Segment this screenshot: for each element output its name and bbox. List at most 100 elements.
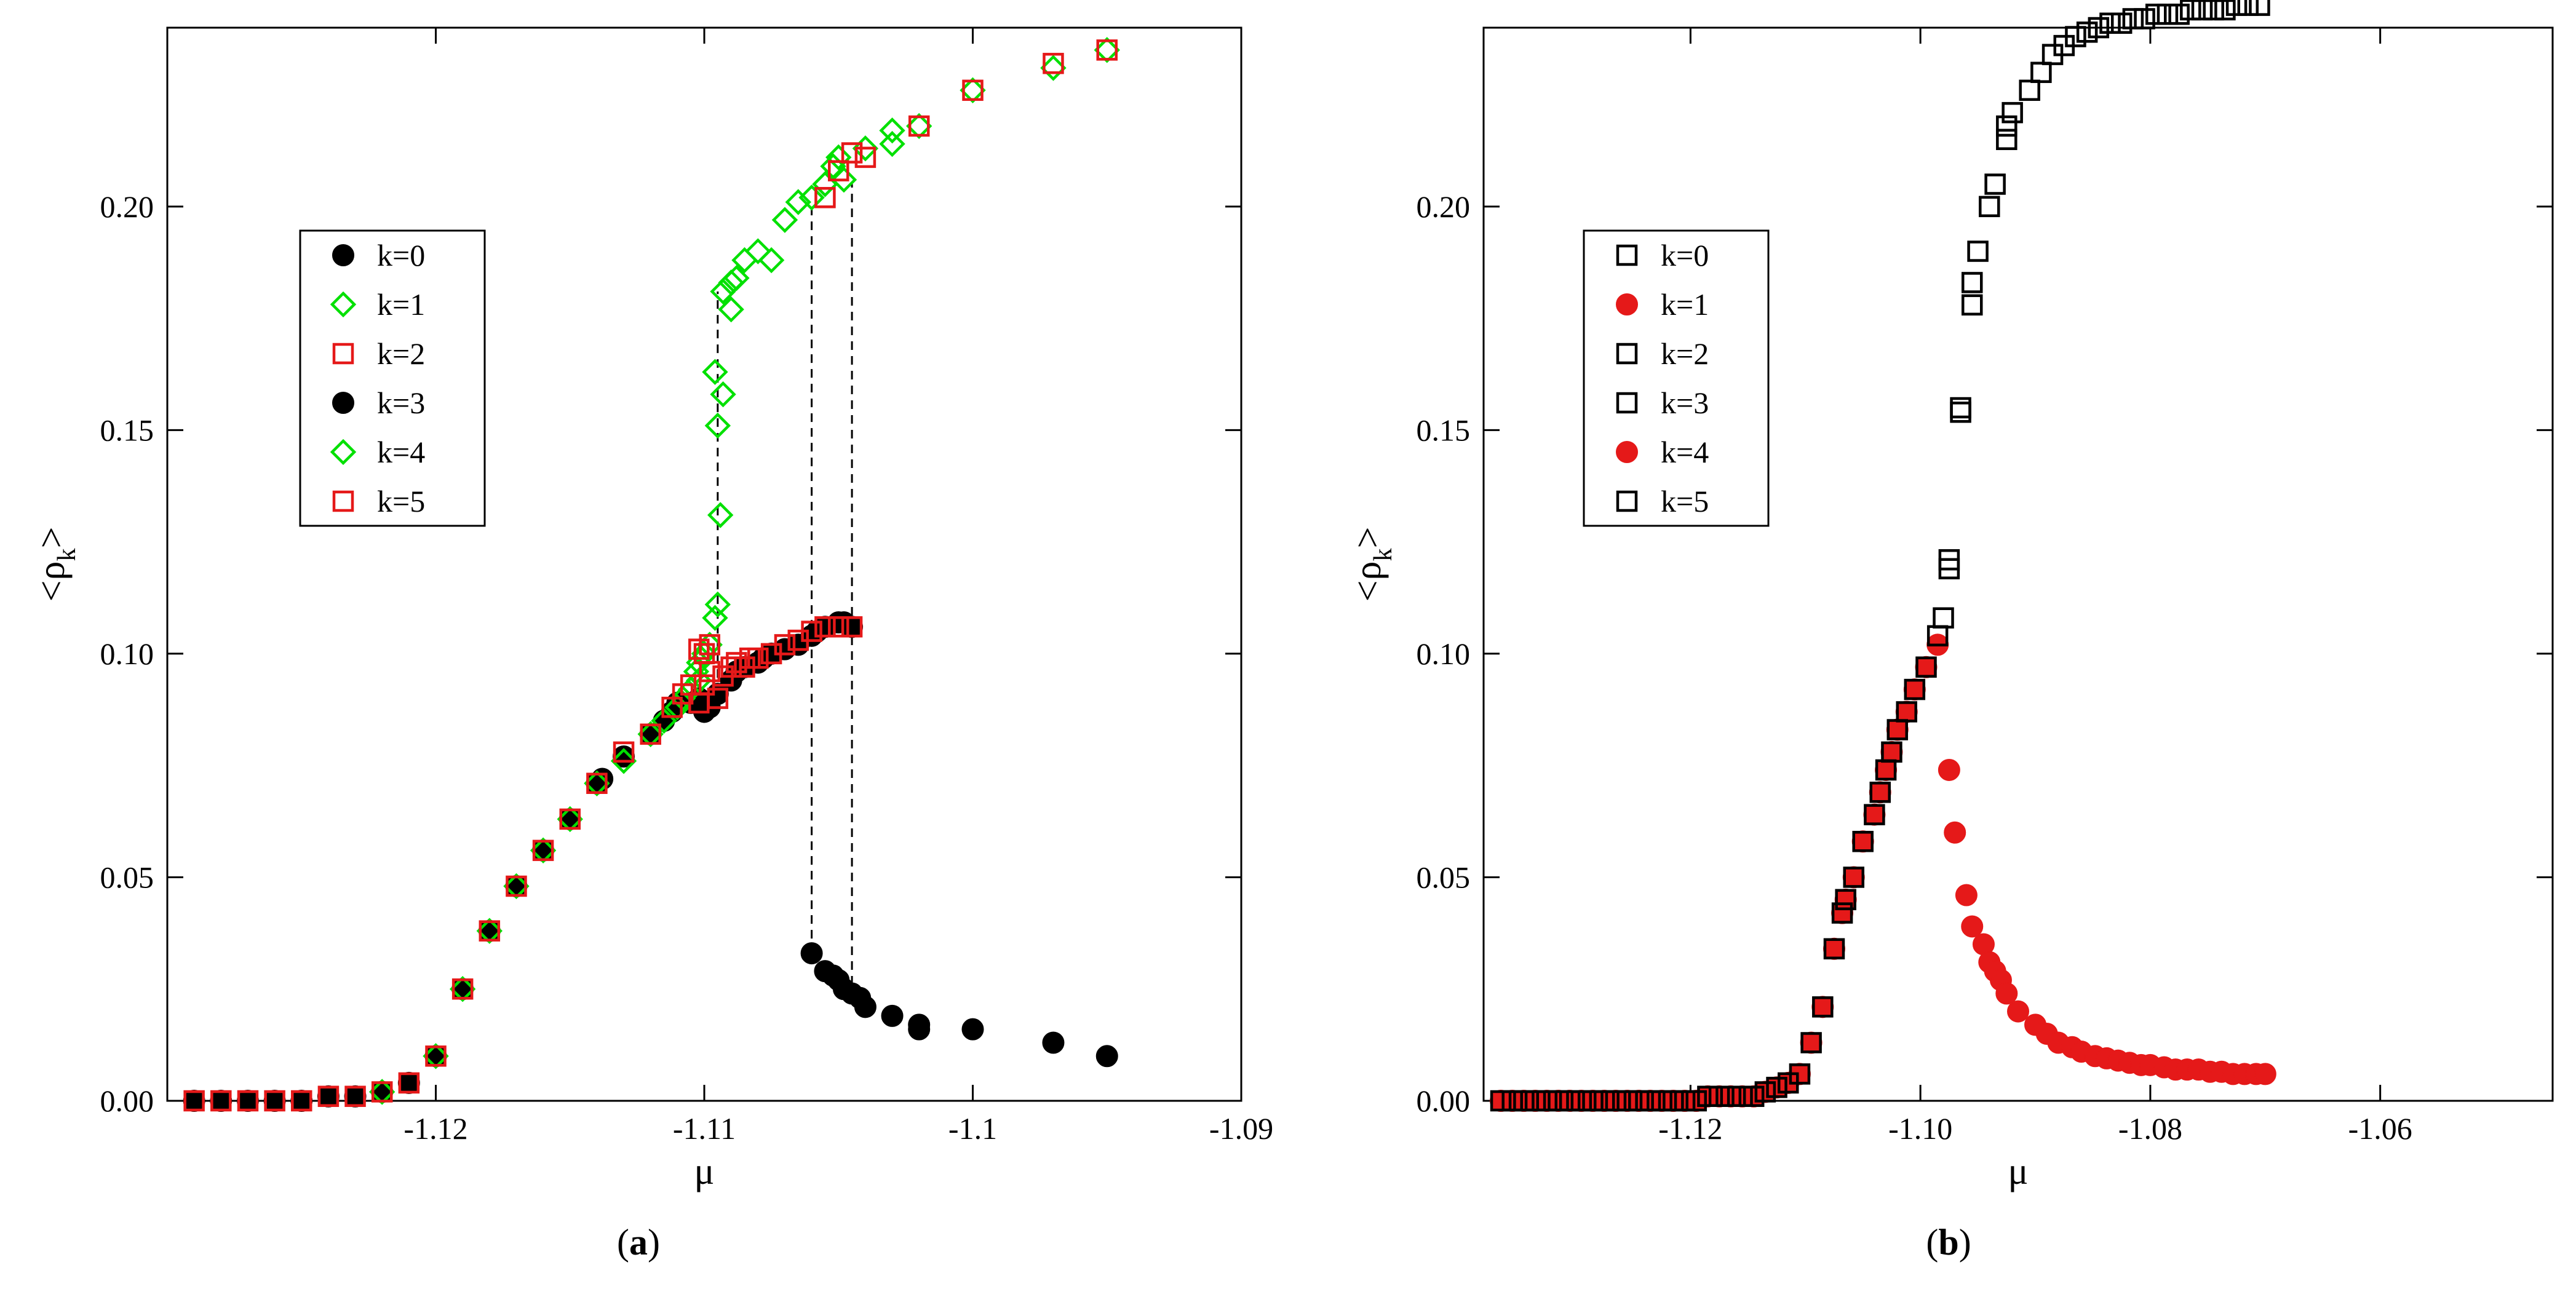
data-point xyxy=(1096,39,1118,61)
data-point xyxy=(584,770,610,796)
data-point xyxy=(613,741,635,763)
caption-close: ) xyxy=(1959,1222,1971,1263)
data-point xyxy=(710,278,736,305)
data-point xyxy=(317,1085,340,1107)
data-point xyxy=(532,839,554,862)
data-point xyxy=(908,1018,931,1041)
caption-letter: a xyxy=(629,1222,648,1263)
data-point xyxy=(290,1090,313,1112)
data-point xyxy=(236,1090,259,1112)
y-axis-label: <ρk> xyxy=(31,527,81,602)
data-point xyxy=(479,920,501,942)
data-point xyxy=(1843,867,1865,888)
legend-marker xyxy=(330,438,357,466)
x-tick-label: -1.12 xyxy=(403,1111,467,1146)
data-point xyxy=(530,837,557,864)
data-point xyxy=(1863,803,1886,826)
data-point xyxy=(1852,831,1874,852)
data-point xyxy=(1996,129,2017,151)
y-axis-label-end: > xyxy=(31,527,73,549)
data-point xyxy=(1903,678,1926,701)
data-point xyxy=(1996,115,2017,137)
data-point xyxy=(449,976,476,1002)
x-tick-label: -1.09 xyxy=(1209,1111,1273,1146)
data-point xyxy=(2002,101,2023,124)
data-point xyxy=(841,142,863,164)
data-point xyxy=(2225,0,2248,16)
data-point xyxy=(2249,0,2270,16)
data-point xyxy=(586,772,608,795)
legend-label: k=4 xyxy=(1661,435,1709,469)
data-series xyxy=(1490,633,2276,1112)
data-point xyxy=(710,381,736,408)
data-point xyxy=(1743,1085,1765,1107)
data-point xyxy=(704,591,731,618)
plot-frame xyxy=(1482,26,2554,1102)
legend-box xyxy=(1583,229,1770,527)
data-point xyxy=(610,748,637,774)
y-tick-label: 0.20 xyxy=(100,189,154,224)
legend-marker xyxy=(332,392,354,414)
data-point xyxy=(2134,8,2155,30)
data-point xyxy=(559,808,581,830)
data-point xyxy=(1950,397,1971,419)
data-point xyxy=(828,616,849,638)
data-point xyxy=(2088,17,2110,39)
data-point xyxy=(291,1090,312,1112)
data-point xyxy=(1961,272,1983,293)
legend-label: k=0 xyxy=(1661,238,1709,272)
data-point xyxy=(210,1090,232,1112)
caption-close: ) xyxy=(648,1222,660,1263)
data-point xyxy=(718,269,744,296)
x-tick-label: -1.10 xyxy=(1888,1111,1952,1146)
data-point xyxy=(2203,0,2224,21)
data-point xyxy=(1961,915,1984,938)
data-point xyxy=(1961,294,1983,316)
legend-label: k=2 xyxy=(377,336,425,371)
legend-label: k=1 xyxy=(1661,287,1709,322)
data-point xyxy=(478,919,501,942)
data-point xyxy=(1524,1090,1546,1112)
data-point xyxy=(263,1090,286,1112)
data-point xyxy=(451,978,474,1001)
data-point xyxy=(1851,830,1874,853)
data-point xyxy=(183,1090,205,1112)
data-point xyxy=(2145,3,2167,25)
data-point xyxy=(1823,937,1845,960)
data-point xyxy=(758,247,785,274)
data-point xyxy=(1967,240,1989,262)
data-point xyxy=(344,1085,366,1107)
legend-marker xyxy=(1616,343,1638,365)
data-point xyxy=(2191,0,2213,21)
legend-label: k=5 xyxy=(1661,484,1709,518)
data-point xyxy=(2254,1063,2276,1085)
data-point xyxy=(800,942,823,965)
data-point xyxy=(661,696,683,718)
legend-label: k=3 xyxy=(377,386,425,420)
data-point xyxy=(1697,1085,1719,1107)
legend-label: k=4 xyxy=(377,435,425,469)
x-tick-label: -1.08 xyxy=(2118,1111,2182,1146)
data-point xyxy=(879,130,905,157)
legend-marker xyxy=(332,244,354,266)
data-point xyxy=(451,978,474,1000)
y-tick-label: 0.00 xyxy=(1417,1084,1471,1118)
x-tick-label: -1.06 xyxy=(2348,1111,2412,1146)
caption-open: ( xyxy=(617,1222,629,1263)
data-series xyxy=(1490,0,2270,1112)
legend-marker xyxy=(330,291,357,318)
data-point xyxy=(637,721,664,747)
data-series xyxy=(183,611,1118,1112)
data-point xyxy=(2157,3,2179,25)
data-point xyxy=(962,79,984,101)
y-tick-label: 0.20 xyxy=(1417,189,1471,224)
data-point xyxy=(691,640,718,667)
data-point xyxy=(1938,758,1960,781)
y-tick-label: 0.05 xyxy=(100,860,154,894)
data-point xyxy=(1811,996,1834,1018)
x-tick-label: -1.1 xyxy=(948,1111,997,1146)
data-point xyxy=(423,1043,449,1069)
legend-label: k=1 xyxy=(377,287,425,322)
data-point xyxy=(1904,678,1926,700)
data-point xyxy=(841,616,864,638)
